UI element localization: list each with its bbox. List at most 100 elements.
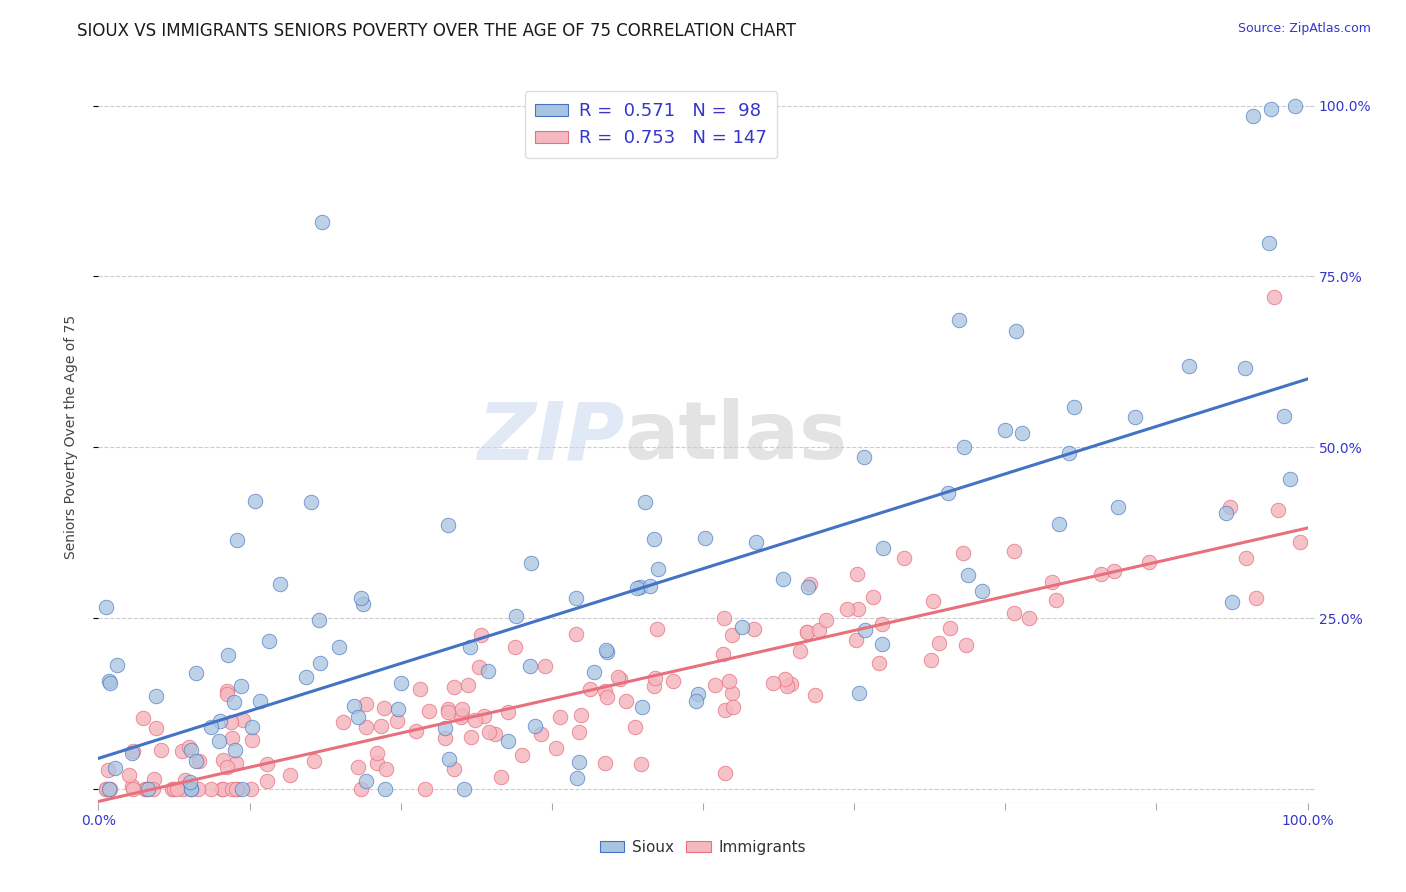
Point [145, 721, 167, 735]
Point [596, 690, 619, 704]
Point [1279, 472, 1302, 486]
Point [1244, 591, 1267, 606]
Point [221, 714, 243, 729]
Point [436, 706, 458, 720]
Text: Source: ZipAtlas.com: Source: ZipAtlas.com [1237, 22, 1371, 36]
Point [713, 611, 735, 625]
Point [134, 782, 156, 797]
Point [405, 724, 427, 739]
Point [624, 720, 647, 734]
Point [567, 771, 589, 785]
Point [703, 678, 725, 692]
Point [936, 485, 959, 500]
Point [745, 534, 768, 549]
Point [661, 674, 683, 689]
Point [853, 450, 876, 464]
Point [350, 591, 373, 605]
Point [231, 782, 253, 797]
Point [257, 633, 280, 648]
Point [1222, 595, 1244, 609]
Point [457, 678, 479, 692]
Point [200, 782, 222, 797]
Point [568, 756, 591, 770]
Point [920, 653, 942, 667]
Point [565, 627, 588, 641]
Point [477, 664, 499, 678]
Point [634, 495, 657, 509]
Point [1233, 361, 1256, 376]
Point [503, 640, 526, 654]
Point [484, 727, 506, 741]
Point [342, 698, 364, 713]
Point [530, 727, 553, 741]
Point [606, 670, 628, 684]
Point [523, 719, 546, 733]
Point [519, 658, 541, 673]
Text: SIOUX VS IMMIGRANTS SENIORS POVERTY OVER THE AGE OF 75 CORRELATION CHART: SIOUX VS IMMIGRANTS SENIORS POVERTY OVER… [77, 22, 796, 40]
Point [520, 556, 543, 570]
Point [184, 666, 207, 681]
Point [226, 782, 249, 797]
Point [225, 756, 247, 771]
Point [498, 734, 520, 748]
Point [643, 679, 665, 693]
Point [952, 441, 974, 455]
Point [295, 670, 318, 684]
Legend: Sioux, Immigrants: Sioux, Immigrants [593, 834, 813, 861]
Point [796, 625, 818, 640]
Point [644, 671, 666, 685]
Point [172, 782, 194, 797]
Point [730, 620, 752, 634]
Point [721, 699, 744, 714]
Point [389, 676, 412, 690]
Point [893, 551, 915, 566]
Point [122, 782, 145, 797]
Point [354, 720, 377, 734]
Point [468, 659, 491, 673]
Point [595, 642, 617, 657]
Point [98, 676, 121, 690]
Point [478, 725, 501, 739]
Point [742, 622, 765, 636]
Point [1263, 290, 1285, 304]
Point [582, 665, 605, 679]
Point [846, 601, 869, 615]
Point [1002, 607, 1025, 621]
Point [1241, 109, 1264, 123]
Point [614, 694, 637, 708]
Point [807, 623, 830, 637]
Point [1288, 535, 1310, 549]
Point [408, 682, 430, 697]
Point [256, 774, 278, 789]
Point [685, 694, 707, 708]
Point [631, 700, 654, 714]
Point [645, 622, 668, 636]
Point [489, 770, 512, 784]
Point [354, 773, 377, 788]
Point [593, 684, 616, 698]
Point [136, 782, 159, 797]
Point [217, 759, 239, 773]
Point [311, 215, 333, 229]
Point [217, 684, 239, 698]
Point [762, 676, 785, 690]
Point [948, 312, 970, 326]
Point [243, 493, 266, 508]
Point [1040, 574, 1063, 589]
Point [347, 760, 370, 774]
Point [96, 782, 118, 797]
Point [714, 702, 737, 716]
Point [232, 713, 254, 727]
Point [437, 752, 460, 766]
Point [229, 679, 252, 693]
Point [1057, 445, 1080, 459]
Point [1123, 409, 1146, 424]
Point [921, 594, 943, 608]
Point [814, 613, 837, 627]
Point [797, 580, 820, 594]
Point [868, 656, 890, 670]
Point [434, 731, 457, 746]
Point [453, 782, 475, 797]
Point [387, 714, 409, 728]
Point [187, 782, 209, 797]
